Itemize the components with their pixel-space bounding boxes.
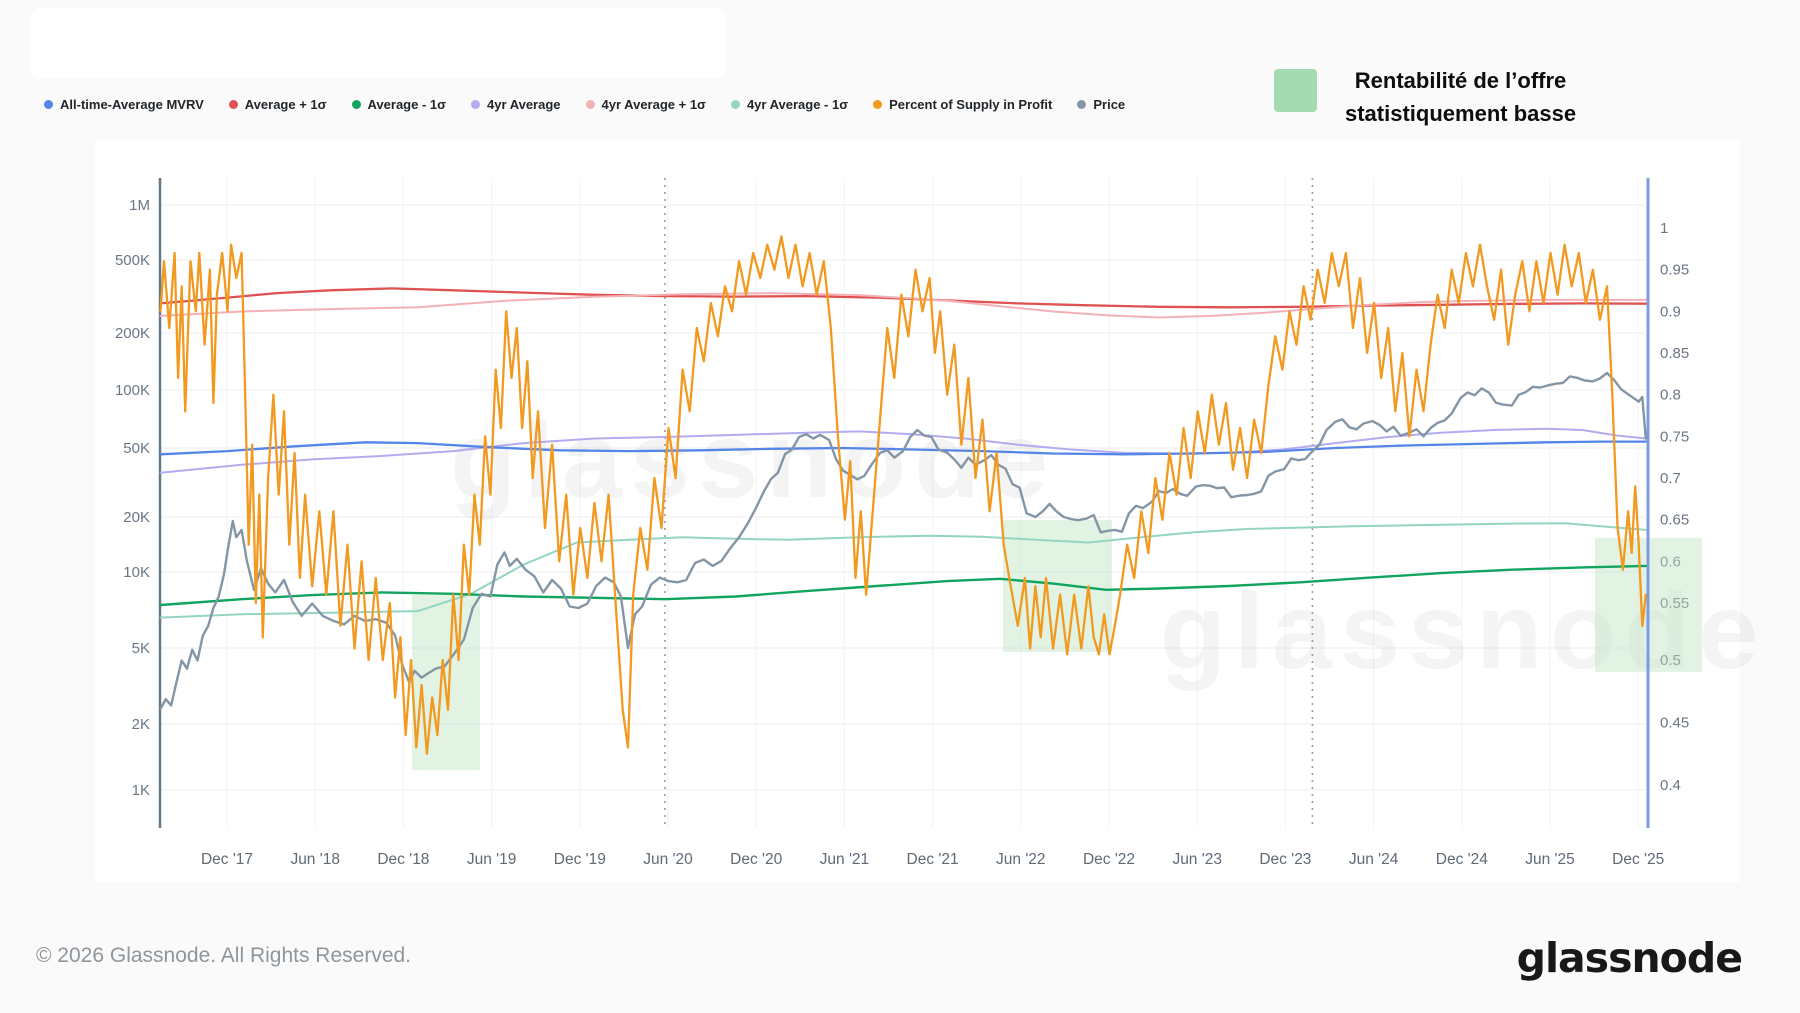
x-axis-tick: Dec '22 [1083, 851, 1135, 868]
x-axis-tick: Jun '25 [1525, 851, 1575, 868]
x-axis-tick: Dec '17 [201, 851, 253, 868]
right-axis-tick: 0.55 [1660, 595, 1689, 612]
x-axis-tick: Jun '19 [467, 851, 517, 868]
left-axis-tick: 200K [115, 325, 150, 342]
legend-item-percent-supply-in-profit[interactable]: Percent of Supply in Profit [873, 97, 1052, 112]
annotation-line-1: Rentabilité de l’offre [1354, 68, 1567, 93]
right-axis-tick: 0.45 [1660, 715, 1689, 732]
right-axis-tick: 0.5 [1660, 652, 1681, 669]
chart-legend: All-time-Average MVRV Average + 1σ Avera… [44, 97, 1125, 112]
x-axis-tick: Jun '22 [996, 851, 1046, 868]
series-dot-icon [873, 100, 883, 109]
right-axis-tick: 0.8 [1660, 387, 1681, 404]
series-avg_4yr [159, 427, 1647, 474]
x-axis-tick: Dec '19 [554, 851, 606, 868]
series-avg_4yr_plus_1sigma [159, 292, 1647, 319]
left-axis-tick: 10K [123, 564, 150, 581]
x-axis-tick: Dec '20 [730, 851, 782, 868]
left-axis-tick: 5K [132, 640, 150, 657]
x-axis-tick: Jun '21 [820, 851, 870, 868]
series-dot-icon [585, 100, 595, 109]
legend-item-average-minus-1sigma[interactable]: Average - 1σ [351, 97, 447, 112]
x-axis-tick: Jun '24 [1349, 851, 1399, 868]
right-axis-tick: 0.7 [1660, 470, 1681, 487]
annotation-text: Rentabilité de l’offre statistiquement b… [1345, 64, 1576, 130]
left-axis-tick: 100K [115, 382, 150, 399]
series-dot-icon [351, 100, 361, 109]
legend-item-4yr-average[interactable]: 4yr Average [471, 97, 561, 112]
plot-background [95, 140, 1740, 882]
series-dot-icon [228, 100, 238, 109]
x-axis-tick: Jun '18 [290, 851, 340, 868]
series-avg_plus_1sigma [159, 287, 1647, 309]
series-supply_in_profit [159, 235, 1647, 755]
series-dot-icon [730, 100, 740, 109]
left-axis-tick: 1M [129, 197, 150, 214]
series-alltime_avg_mvrv [159, 440, 1647, 456]
right-axis-tick: 0.85 [1660, 345, 1689, 362]
legend-item-average-plus-1sigma[interactable]: Average + 1σ [228, 97, 327, 112]
series-dot-icon [1077, 100, 1087, 109]
copyright-text: © 2026 Glassnode. All Rights Reserved. [36, 944, 412, 967]
legend-item-4yr-average-plus-1sigma[interactable]: 4yr Average + 1σ [585, 97, 706, 112]
right-axis-tick: 0.6 [1660, 553, 1681, 570]
right-axis-tick: 0.4 [1660, 777, 1681, 794]
axis-tick-labels: 1M 500K 200K 100K 50K 20K 10K 5K 2K 1K 1 0.95 0.9 0.8… [115, 197, 1689, 868]
title-panel [30, 8, 726, 78]
series-avg_4yr_minus_1sigma [159, 522, 1647, 619]
legend-item-4yr-average-minus-1sigma[interactable]: 4yr Average - 1σ [730, 97, 849, 112]
series-price [159, 371, 1647, 711]
right-axis-tick: 0.65 [1660, 512, 1689, 529]
series-dot-icon [471, 100, 481, 109]
left-axis-tick: 1K [132, 782, 150, 799]
legend-item-alltime-average-mvrv[interactable]: All-time-Average MVRV [44, 97, 204, 112]
legend-label: Price [1093, 97, 1126, 112]
series-avg_minus_1sigma [159, 564, 1647, 607]
legend-label: 4yr Average + 1σ [601, 97, 706, 112]
x-axis-tick: Dec '25 [1612, 851, 1664, 868]
right-axis-tick: 0.75 [1660, 428, 1689, 445]
series-dot-icon [44, 100, 53, 109]
right-axis-tick: 0.95 [1660, 262, 1689, 279]
x-axis-tick: Dec '24 [1436, 851, 1488, 868]
x-axis-tick: Jun '20 [643, 851, 693, 868]
green-swatch-icon [1274, 69, 1317, 112]
legend-label: 4yr Average [487, 97, 561, 112]
glassnode-logo: glassnode [1516, 934, 1743, 982]
right-axis-tick: 1 [1660, 220, 1668, 237]
x-axis-tick: Dec '21 [907, 851, 959, 868]
legend-label: Average + 1σ [244, 97, 327, 112]
left-axis-tick: 50K [123, 440, 150, 457]
highlight-annotation: Rentabilité de l’offre statistiquement b… [1274, 64, 1576, 130]
left-axis-tick: 500K [115, 252, 150, 269]
annotation-line-2: statistiquement basse [1345, 101, 1577, 126]
right-axis-tick: 0.9 [1660, 303, 1681, 320]
x-axis-tick: Dec '23 [1259, 851, 1311, 868]
legend-label: All-time-Average MVRV [60, 97, 204, 112]
legend-label: Percent of Supply in Profit [889, 97, 1053, 112]
x-axis-tick: Jun '23 [1172, 851, 1222, 868]
x-axis-tick: Dec '18 [377, 851, 429, 868]
glassnode-watermark: glassnode [1160, 570, 1766, 691]
left-axis-tick: 20K [123, 509, 150, 526]
left-axis-tick: 2K [132, 716, 150, 733]
legend-label: 4yr Average - 1σ [746, 97, 849, 112]
legend-label: Average - 1σ [367, 97, 447, 112]
legend-item-price[interactable]: Price [1077, 97, 1125, 112]
